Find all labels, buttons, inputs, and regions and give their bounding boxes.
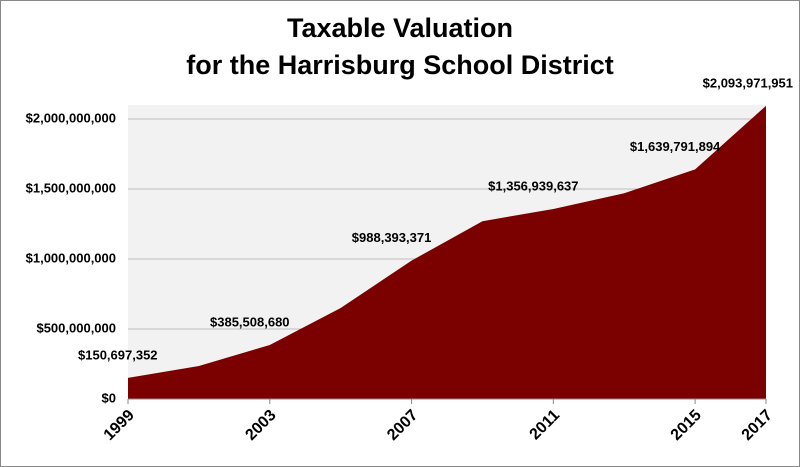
data-label: $150,697,352 (78, 347, 158, 362)
y-tick-label: $1,500,000,000 (26, 180, 116, 195)
area (128, 105, 766, 399)
y-tick-label: $1,000,000,000 (26, 250, 116, 265)
data-label: $988,393,371 (352, 230, 432, 245)
y-tick-label: $0 (102, 390, 116, 405)
data-label: $1,356,939,637 (488, 178, 578, 193)
data-label: $1,639,791,894 (630, 139, 721, 154)
y-tick-label: $500,000,000 (36, 320, 116, 335)
data-label: $385,508,680 (210, 314, 290, 329)
y-tick-label: $2,000,000,000 (26, 110, 116, 125)
chart-title: Taxable Valuation (287, 13, 513, 43)
chart-title: for the Harrisburg School District (186, 50, 614, 80)
data-label: $2,093,971,951 (703, 75, 793, 90)
